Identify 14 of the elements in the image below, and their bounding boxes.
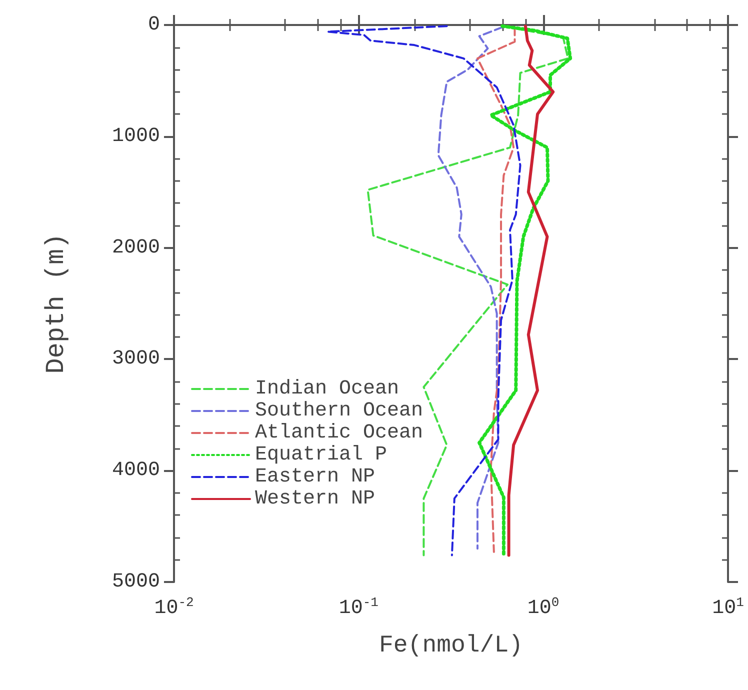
legend-label: Indian Ocean [255,378,400,400]
y-tick-label: 3000 [112,348,160,371]
y-tick-label: 2000 [112,236,160,260]
legend-label: Southern Ocean [255,400,424,422]
legend-label: Eastern NP [255,466,376,488]
x-axis-title: Fe(nmol/L) [378,632,524,660]
y-tick-label: 1000 [112,124,160,148]
legend-label: Equatrial P [255,444,388,466]
y-axis-title: Depth (m) [41,233,71,374]
y-tick-label: 0 [148,14,160,36]
y-tick-label: 5000 [112,570,160,594]
legend-label: Atlantic Ocean [255,422,424,444]
y-tick-label: 4000 [112,459,160,482]
legend-label: Western NP [255,488,376,510]
